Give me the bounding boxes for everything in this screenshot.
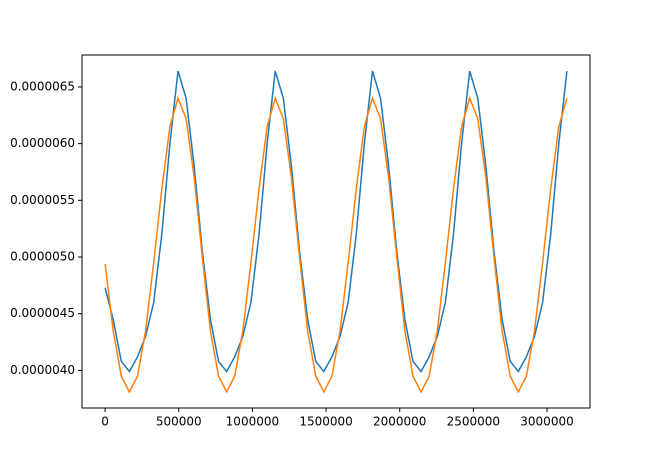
y-tick-label: 0.0000040: [10, 363, 75, 377]
x-tick-label: 1000000: [226, 415, 279, 429]
x-tick-label: 2500000: [447, 415, 500, 429]
data-line: [104, 70, 568, 373]
y-tick-label: 0.0000050: [10, 250, 75, 264]
plot-frame: [81, 54, 591, 409]
x-tick-label: 0: [101, 415, 109, 429]
x-tick-label: 500000: [156, 415, 202, 429]
x-tick-label: 3000000: [520, 415, 573, 429]
data-line: [104, 95, 568, 394]
y-tick-label: 0.0000055: [10, 193, 75, 207]
y-tick-label: 0.0000065: [10, 79, 75, 93]
x-tick-label: 2000000: [373, 415, 426, 429]
x-tick-label: 1500000: [299, 415, 352, 429]
y-tick-label: 0.0000045: [10, 306, 75, 320]
y-tick-label: 0.0000060: [10, 136, 75, 150]
